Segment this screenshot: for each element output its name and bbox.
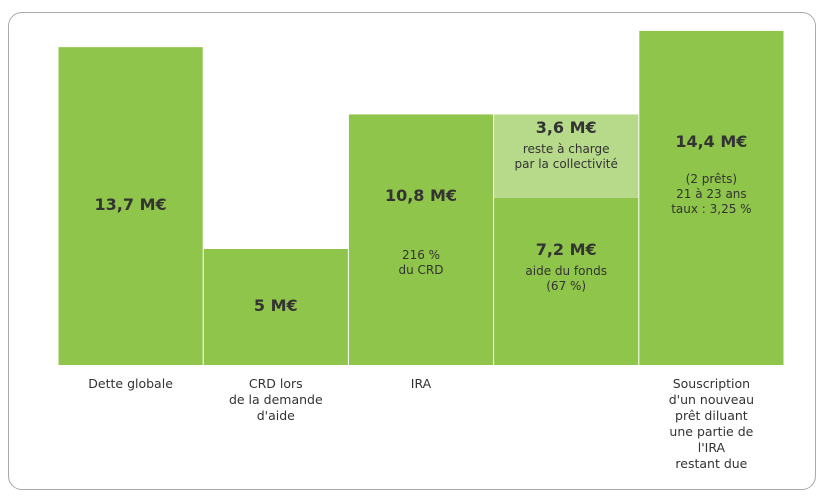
- bar-note: (2 prêts) 21 à 23 ans taux : 3,25 %: [671, 171, 752, 216]
- bar: [58, 47, 203, 365]
- x-tick-label: CRD lors de la demande d'aide: [228, 376, 323, 423]
- bar-note: reste à charge par la collectivité: [514, 142, 618, 172]
- value-label: 7,2 M€: [535, 240, 597, 260]
- x-tick-label: Dette globale: [88, 376, 173, 391]
- bar: [348, 114, 494, 365]
- value-label: 10,8 M€: [384, 186, 458, 206]
- bar: [203, 249, 348, 365]
- frame: [8, 12, 816, 490]
- bar: [494, 197, 639, 365]
- bar-note: aide du fonds (67 %): [525, 264, 607, 294]
- value-label: 3,6 M€: [535, 118, 597, 138]
- bar: [494, 114, 639, 198]
- bar-note: 216 % du CRD: [398, 248, 444, 278]
- value-label: 14,4 M€: [675, 131, 748, 151]
- value-label: 13,7 M€: [94, 195, 167, 215]
- value-label: 5 M€: [253, 296, 298, 315]
- x-tick-label: IRA: [410, 376, 432, 391]
- bar: [639, 30, 784, 365]
- x-tick-label: Souscription d'un nouveau prêt diluant u…: [668, 376, 755, 471]
